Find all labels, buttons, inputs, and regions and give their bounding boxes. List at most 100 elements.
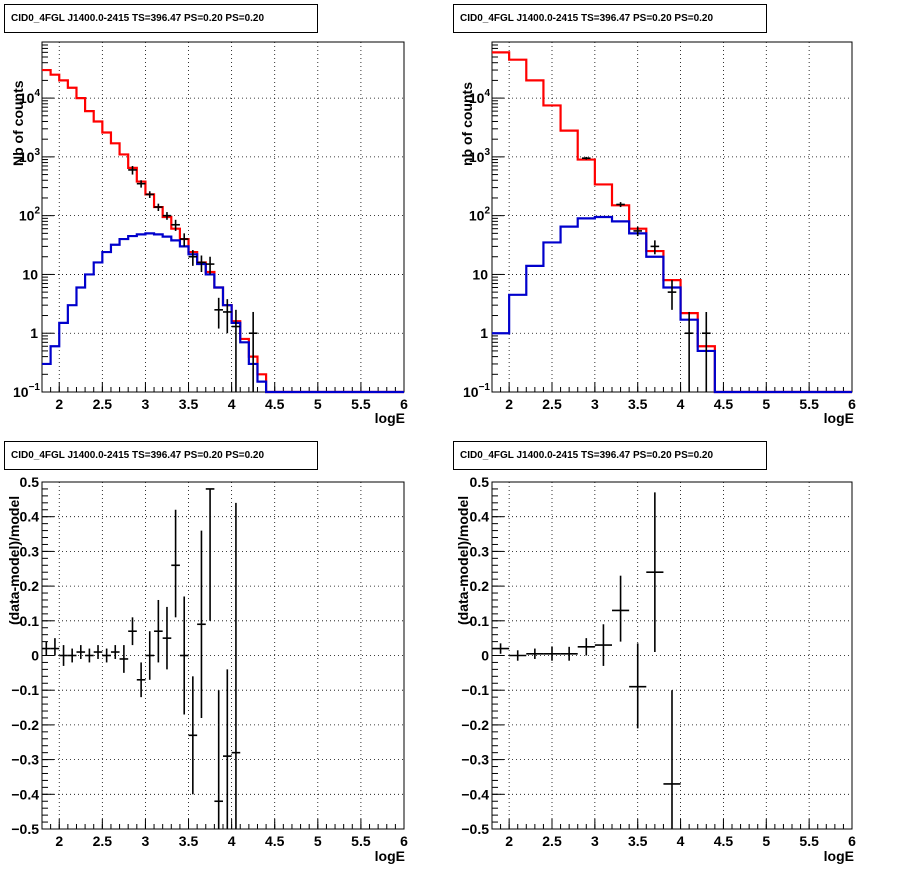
y-tick-label: −0.3	[11, 752, 39, 768]
series-1-histogram	[492, 215, 852, 394]
x-tick-label: 3	[142, 396, 150, 412]
data-point	[145, 631, 155, 680]
residual-plot-fine-bins: 2 2.5 3 3.5 4 4.5 5 5.5 6 −0.5 −0.4 −0.3 −0.2 −0.1 0 0.…	[11, 474, 408, 849]
y-tick-label: 0	[31, 648, 39, 664]
y-tick-label: 0.4	[470, 509, 490, 525]
y-tick-label: 0.2	[470, 578, 490, 594]
x-tick-label: 2	[505, 833, 513, 849]
data-point	[162, 606, 172, 670]
x-tick-label: 2.5	[542, 833, 562, 849]
x-tick-label: 2	[505, 396, 513, 412]
x-tick-label: 3.5	[179, 833, 199, 849]
counts-panel-coarse-bins: 2 2.5 3 3.5 4 4.5 5 5.5 6 10−1 1 10 102 103 104 CID0_4…	[449, 0, 898, 437]
grid	[492, 42, 852, 392]
data-point	[162, 212, 172, 220]
data-point	[119, 645, 129, 673]
x-tick-label: 4	[677, 833, 685, 849]
x-axis-label: logE	[374, 410, 405, 426]
chart-title: CID0_4FGL J1400.0-2415 TS=396.47 PS=0.20…	[453, 4, 767, 33]
y-tick-label: 103	[469, 147, 491, 165]
x-tick-label: 5	[314, 396, 322, 412]
y-tick-label: 10−1	[463, 382, 490, 400]
data-point	[594, 624, 612, 666]
data-point	[171, 509, 180, 618]
data-point	[205, 488, 215, 621]
y-tick-label: −0.2	[461, 717, 489, 733]
data-point	[50, 638, 60, 656]
y-axis-label: (data-model)/model	[6, 495, 22, 625]
data-marks	[492, 51, 852, 394]
x-tick-label: 5.5	[799, 396, 819, 412]
counts-panel-fine-bins: 2 2.5 3 3.5 4 4.5 5 5.5 6 10−1 1 10 102 103 104 CID0_4…	[0, 0, 449, 437]
x-tick-label: 4	[677, 396, 685, 412]
chart-title: CID0_4FGL J1400.0-2415 TS=396.47 PS=0.20…	[4, 4, 318, 33]
chart-title: CID0_4FGL J1400.0-2415 TS=396.47 PS=0.20…	[453, 441, 767, 470]
x-tick-label: 4.5	[265, 396, 285, 412]
data-point	[543, 646, 561, 661]
series-1-histogram	[42, 232, 404, 394]
axes: 2 2.5 3 3.5 4 4.5 5 5.5 6 −0.5 −0.4 −0.3 −0.2 −0.1 0 0.…	[461, 474, 856, 849]
y-tick-label: 10	[22, 266, 38, 282]
x-tick-label: 6	[400, 396, 408, 412]
y-tick-label: −0.5	[461, 821, 489, 837]
data-point	[179, 233, 189, 247]
data-point	[223, 299, 232, 334]
data-point	[93, 645, 103, 659]
grid	[42, 482, 404, 829]
data-point	[633, 226, 642, 237]
x-axis-label: logE	[823, 848, 854, 864]
x-tick-label: 4.5	[265, 833, 285, 849]
x-tick-label: 3.5	[628, 396, 648, 412]
y-tick-label: −0.3	[461, 752, 489, 768]
data-point	[214, 297, 223, 329]
data-point	[154, 599, 163, 663]
x-tick-label: 4.5	[714, 833, 734, 849]
x-tick-label: 3	[591, 833, 599, 849]
data-point	[42, 641, 51, 656]
x-tick-label: 3	[591, 396, 599, 412]
series-0-histogram	[42, 68, 404, 394]
data-point	[702, 311, 711, 392]
data-point	[179, 596, 189, 715]
residual-plot-coarse-bins: 2 2.5 3 3.5 4 4.5 5 5.5 6 −0.5 −0.4 −0.3 −0.2 −0.1 0 0.…	[461, 474, 856, 849]
y-tick-label: 1	[30, 325, 38, 341]
data-point	[59, 645, 68, 666]
y-tick-label: 1	[480, 325, 488, 341]
y-axis-label: (data-model)/model	[455, 495, 471, 625]
y-tick-label: 0.3	[470, 543, 490, 559]
data-point	[110, 645, 120, 659]
y-tick-label: 104	[469, 88, 491, 106]
data-point	[526, 648, 544, 659]
plot-frame	[41, 481, 405, 830]
y-axis-label: Nb of counts	[10, 80, 26, 166]
y-tick-label: −0.2	[11, 717, 39, 733]
data-point	[136, 662, 146, 698]
y-tick-label: 102	[469, 206, 491, 224]
data-point	[223, 669, 232, 829]
residual-panel-fine-bins: 2 2.5 3 3.5 4 4.5 5 5.5 6 −0.5 −0.4 −0.3 −0.2 −0.1 0 0.…	[0, 437, 449, 875]
y-tick-label: 0.5	[470, 474, 490, 490]
data-point	[646, 492, 664, 653]
y-tick-label: 0	[481, 648, 489, 664]
y-axis-label: nb of counts	[459, 82, 475, 166]
x-tick-label: 4.5	[714, 396, 734, 412]
y-tick-label: 0.3	[20, 543, 40, 559]
y-tick-label: −0.4	[461, 786, 489, 802]
data-point	[214, 690, 223, 829]
y-tick-label: 102	[19, 206, 41, 224]
x-tick-label: 4	[228, 833, 236, 849]
plot-frame	[41, 41, 405, 393]
data-point	[188, 250, 198, 266]
axes: 2 2.5 3 3.5 4 4.5 5 5.5 6 10−1 1 10 102 103 104	[13, 41, 408, 412]
data-point	[188, 676, 198, 795]
counts-plot-coarse-bins: 2 2.5 3 3.5 4 4.5 5 5.5 6 10−1 1 10 102 103 104	[463, 41, 856, 412]
x-axis-label: logE	[374, 848, 405, 864]
data-point	[128, 617, 137, 646]
series-0-histogram	[492, 51, 852, 394]
y-tick-label: −0.1	[461, 682, 489, 698]
y-tick-label: 103	[19, 147, 41, 165]
data-point	[663, 690, 681, 829]
data-point	[667, 280, 677, 310]
data-marks	[492, 492, 681, 829]
x-tick-label: 6	[848, 833, 856, 849]
